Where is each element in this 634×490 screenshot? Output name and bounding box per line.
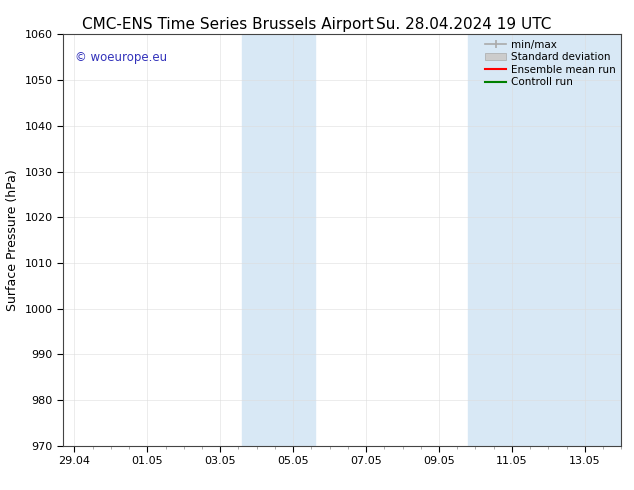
Text: CMC-ENS Time Series Brussels Airport: CMC-ENS Time Series Brussels Airport (82, 17, 374, 32)
Y-axis label: Surface Pressure (hPa): Surface Pressure (hPa) (6, 169, 19, 311)
Bar (242, 34, 315, 446)
Bar (468, 34, 621, 446)
Text: Su. 28.04.2024 19 UTC: Su. 28.04.2024 19 UTC (376, 17, 552, 32)
Text: © woeurope.eu: © woeurope.eu (75, 51, 167, 64)
Legend: min/max, Standard deviation, Ensemble mean run, Controll run: min/max, Standard deviation, Ensemble me… (483, 37, 618, 89)
